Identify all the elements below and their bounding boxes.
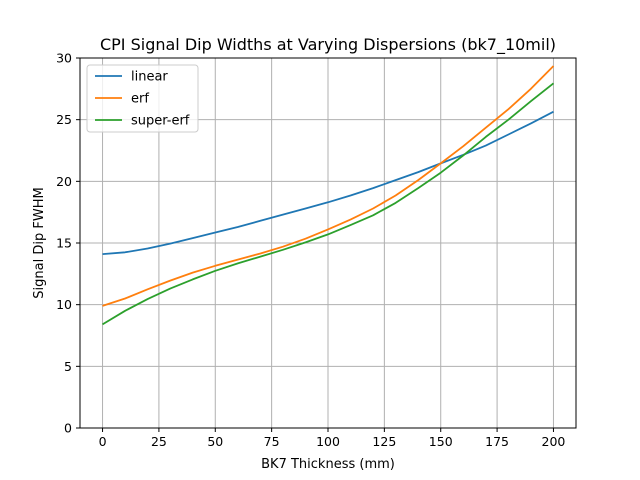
y-tick-label: 30 bbox=[56, 51, 72, 66]
series-line-linear bbox=[102, 110, 554, 255]
series-line-erf bbox=[102, 65, 555, 307]
x-tick-label: 100 bbox=[316, 434, 340, 449]
x-tick-label: 0 bbox=[99, 434, 107, 449]
series-line-super-erf bbox=[102, 82, 555, 326]
y-tick-label: 5 bbox=[64, 359, 72, 374]
legend-box bbox=[86, 64, 199, 133]
x-tick-label: 200 bbox=[542, 434, 566, 449]
legend-label-linear: linear bbox=[131, 70, 168, 85]
y-tick-label: 10 bbox=[56, 297, 72, 312]
legend-label-erf: erf bbox=[131, 92, 149, 107]
y-tick-label: 15 bbox=[56, 236, 72, 251]
tick-layer: 0 25 50 75 100 125 150 175 200 0 5 10 15 20 25 30 bbox=[56, 51, 565, 450]
x-tick-label: 50 bbox=[207, 434, 223, 449]
y-tick-label: 25 bbox=[56, 112, 72, 127]
x-tick-label: 125 bbox=[372, 434, 396, 449]
y-axis-label: Signal Dip FWHM bbox=[32, 187, 47, 298]
x-tick-label: 75 bbox=[264, 434, 280, 449]
x-tick-label: 175 bbox=[485, 434, 509, 449]
series-layer bbox=[102, 65, 555, 326]
chart-title: CPI Signal Dip Widths at Varying Dispers… bbox=[100, 35, 556, 55]
legend: linear erf super-erf bbox=[86, 64, 199, 133]
x-tick-label: 150 bbox=[429, 434, 453, 449]
y-tick-label: 0 bbox=[64, 421, 72, 436]
y-tick-label: 20 bbox=[56, 174, 72, 189]
x-tick-label: 25 bbox=[151, 434, 167, 449]
x-axis-label: BK7 Thickness (mm) bbox=[261, 457, 395, 472]
legend-label-super-erf: super-erf bbox=[131, 114, 190, 129]
